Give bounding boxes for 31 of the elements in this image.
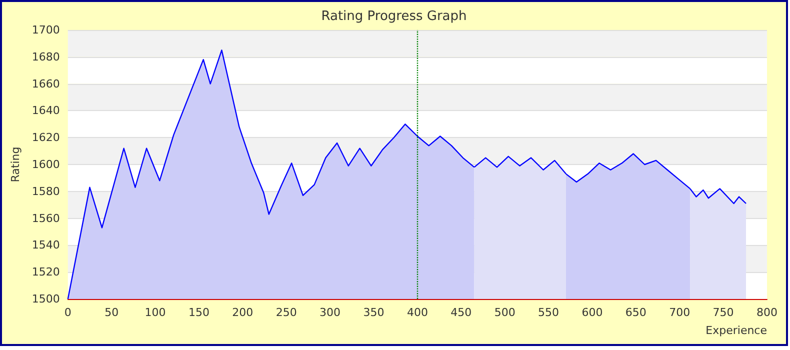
y-tick-label: 1600: [32, 158, 60, 171]
x-tick-label: 50: [104, 306, 119, 319]
x-tick-label: 800: [756, 306, 778, 319]
x-tick-label: 350: [363, 306, 384, 319]
x-tick-label: 600: [582, 306, 603, 319]
x-tick-label: 0: [64, 306, 72, 319]
y-tick-label: 1520: [32, 266, 60, 279]
x-tick-label: 200: [232, 306, 254, 319]
x-tick-label: 400: [406, 306, 428, 319]
y-axis-title: Rating: [9, 146, 22, 182]
x-tick-label: 300: [320, 306, 341, 319]
y-tick-label: 1540: [32, 238, 60, 252]
y-tick-label: 1620: [32, 131, 60, 144]
y-tick-label: 1580: [32, 184, 60, 198]
y-tick-label: 1500: [32, 292, 60, 306]
y-tick-label: 1640: [32, 104, 60, 118]
x-tick-label: 750: [712, 306, 734, 319]
x-tick-label: 500: [494, 306, 516, 319]
x-tick-label: 150: [188, 306, 210, 319]
y-tick-label: 1700: [32, 24, 60, 36]
y-tick-label: 1660: [32, 77, 60, 90]
x-tick-label: 100: [144, 306, 166, 319]
x-tick-label: 550: [538, 306, 560, 319]
x-axis-title: Experience: [706, 324, 768, 337]
y-tick-label: 1560: [32, 212, 60, 225]
x-tick-label: 700: [669, 306, 690, 319]
chart-title: Rating Progress Graph: [321, 9, 467, 24]
x-tick-label: 450: [450, 306, 472, 319]
y-tick-label: 1680: [32, 50, 60, 64]
x-tick-label: 650: [625, 306, 646, 319]
x-tick-label: 250: [276, 306, 297, 319]
